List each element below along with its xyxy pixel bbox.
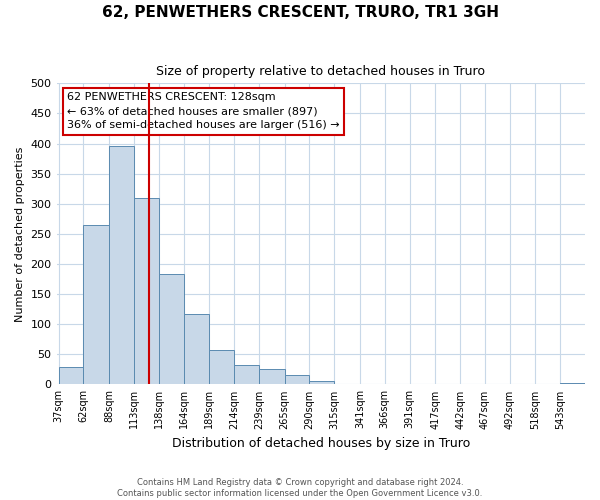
- Bar: [234, 365, 259, 384]
- Bar: [310, 381, 334, 384]
- Text: 62 PENWETHERS CRESCENT: 128sqm
← 63% of detached houses are smaller (897)
36% of: 62 PENWETHERS CRESCENT: 128sqm ← 63% of …: [67, 92, 340, 130]
- Bar: [109, 146, 134, 384]
- Bar: [59, 367, 83, 384]
- Bar: [158, 274, 184, 384]
- Text: Contains HM Land Registry data © Crown copyright and database right 2024.
Contai: Contains HM Land Registry data © Crown c…: [118, 478, 482, 498]
- Text: 62, PENWETHERS CRESCENT, TRURO, TR1 3GH: 62, PENWETHERS CRESCENT, TRURO, TR1 3GH: [101, 5, 499, 20]
- Bar: [284, 376, 310, 384]
- Bar: [209, 350, 234, 384]
- Y-axis label: Number of detached properties: Number of detached properties: [15, 146, 25, 322]
- Bar: [134, 198, 158, 384]
- Bar: [259, 370, 284, 384]
- Bar: [184, 314, 209, 384]
- X-axis label: Distribution of detached houses by size in Truro: Distribution of detached houses by size …: [172, 437, 470, 450]
- Bar: [83, 226, 109, 384]
- Title: Size of property relative to detached houses in Truro: Size of property relative to detached ho…: [156, 65, 485, 78]
- Bar: [560, 383, 585, 384]
